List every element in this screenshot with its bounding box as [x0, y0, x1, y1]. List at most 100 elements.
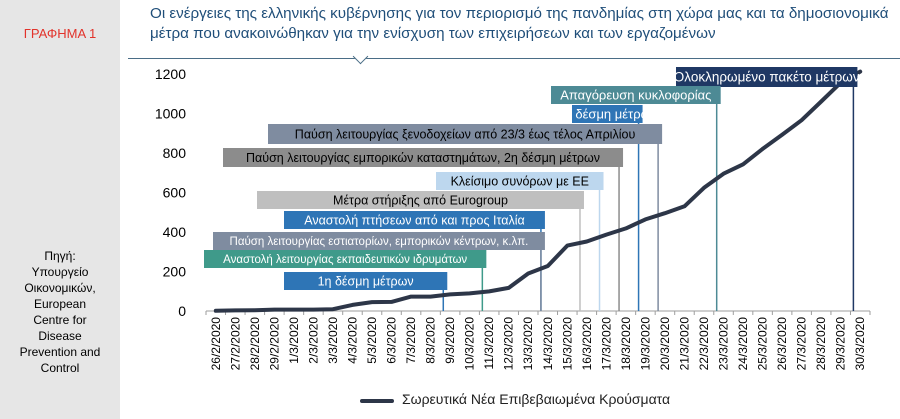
- x-tick-label: 15/3/2020: [560, 317, 574, 371]
- data-point: [311, 308, 316, 312]
- data-point: [780, 133, 784, 137]
- annotation-box: [436, 172, 604, 190]
- x-tick-label: 11/3/2020: [482, 317, 496, 370]
- data-point: [233, 308, 237, 313]
- data-point: [487, 289, 491, 294]
- data-point: [585, 239, 589, 244]
- data-point: [272, 308, 276, 312]
- title-box: Οι ενέργειες της ελληνικής κυβέρνησης γι…: [128, 0, 900, 65]
- annotation-box: [572, 105, 643, 123]
- data-point: [409, 294, 413, 299]
- annotation-box: [257, 191, 584, 209]
- data-point: [546, 264, 550, 268]
- legend-label: Σωρευτικά Νέα Επιβεβαιωμένα Κρούσματα: [402, 391, 671, 407]
- x-tick-label: 4/3/2020: [345, 317, 359, 364]
- data-point: [624, 226, 628, 231]
- annotation-label: Παύση λειτουργίας εστιατορίων, εμπορικών…: [230, 236, 529, 248]
- y-tick-label: 0: [178, 303, 186, 319]
- x-tick-label: 8/3/2020: [424, 317, 438, 364]
- x-tick-label: 12/3/2020: [502, 317, 516, 371]
- x-tick-label: 6/3/2020: [385, 317, 399, 364]
- y-tick-label: 400: [163, 224, 187, 240]
- data-point: [682, 204, 687, 208]
- source-note: Πηγή: Υπουργείο Οικονομικών, European Ce…: [19, 249, 101, 375]
- x-tick-label: 18/3/2020: [619, 317, 633, 371]
- x-tick-label: 9/3/2020: [443, 317, 457, 364]
- annotation-label: 3η δέσμη μέτρων: [557, 107, 657, 122]
- annotation-label: Ολοκληρωμένο πακέτο μέτρων: [674, 70, 860, 85]
- data-point: [253, 308, 257, 312]
- annotation-label: Απαγόρευση κυκλοφορίας: [560, 88, 711, 103]
- x-tick-label: 25/3/2020: [756, 317, 770, 371]
- legend-line-swatch: [360, 399, 394, 403]
- x-tick-label: 5/3/2020: [365, 317, 379, 364]
- y-tick-label: 800: [163, 145, 187, 161]
- x-tick-label: 16/3/2020: [580, 317, 594, 371]
- data-point: [721, 172, 726, 176]
- series-line-cumulative-cases: [213, 69, 863, 313]
- x-tick-label: 27/3/2020: [795, 317, 809, 371]
- data-point: [643, 217, 648, 221]
- x-tick-label: 10/3/2020: [463, 317, 477, 371]
- y-tick-label: 600: [163, 185, 187, 201]
- annotation-box: [676, 67, 858, 87]
- y-tick-label: 1200: [155, 66, 186, 82]
- x-tick-label: 28/3/2020: [814, 317, 828, 371]
- data-point: [526, 271, 530, 276]
- annotation-label: Μέτρα στήριξης από Eurogroup: [333, 193, 508, 207]
- annotation-label: Παύση λειτουργίας ξενοδοχείων από 23/3 έ…: [295, 127, 636, 141]
- annotation-box: [204, 250, 487, 268]
- x-tick-label: 29/2/2020: [267, 317, 281, 371]
- x-tick-label: 29/3/2020: [834, 317, 848, 371]
- data-point: [331, 307, 335, 311]
- x-tick-label: 30/3/2020: [853, 317, 867, 371]
- x-tick-label: 19/3/2020: [638, 317, 652, 371]
- data-point: [604, 232, 608, 237]
- chart-title: Οι ενέργειες της ελληνικής κυβέρνησης γι…: [150, 5, 889, 42]
- x-tick-label: 27/2/2020: [228, 317, 242, 371]
- x-tick-label: 14/3/2020: [541, 317, 555, 371]
- data-point: [741, 162, 745, 166]
- annotation-label: Αναστολή λειτουργίας εκπαιδευτικών ιδρυμ…: [223, 254, 467, 266]
- line-chart: 0 200 400 600 800 1000 1200 26/2/2020 27/2/2020 2…: [155, 66, 871, 371]
- x-tick-label: 7/3/2020: [404, 317, 418, 364]
- data-point: [428, 294, 433, 299]
- annotation-label: Κλείσιμο συνόρων με ΕΕ: [451, 174, 589, 188]
- annotation-label: Αναστολή πτήσεων από και προς Ιταλία: [304, 213, 524, 227]
- figure-label: ΓΡΑΦΗΜΑ 1: [23, 26, 97, 41]
- x-tick-label: 3/3/2020: [326, 317, 340, 364]
- annotation-box: [223, 148, 624, 167]
- data-point: [389, 300, 394, 304]
- y-tick-label: 200: [163, 264, 187, 280]
- annotation-box: [268, 124, 663, 144]
- data-point: [819, 99, 823, 104]
- data-point: [760, 147, 765, 151]
- x-tick-label: 26/2/2020: [209, 317, 223, 371]
- data-point: [468, 291, 472, 296]
- x-tick-label: 28/2/2020: [248, 317, 262, 371]
- data-point: [448, 292, 452, 297]
- annotation-label: Παύση λειτουργίας εμπορικών καταστημάτων…: [246, 151, 600, 165]
- x-tick-label: 17/3/2020: [599, 317, 613, 371]
- x-tick-label: 23/3/2020: [717, 317, 731, 371]
- x-tick-label: 26/3/2020: [775, 317, 789, 371]
- data-point: [858, 70, 862, 74]
- data-point: [507, 286, 511, 290]
- data-point: [565, 244, 569, 248]
- annotation-box: [551, 86, 721, 104]
- data-point: [350, 303, 355, 307]
- x-tick-label: 2/3/2020: [306, 317, 320, 364]
- data-point: [370, 300, 374, 304]
- x-tick-label: 24/3/2020: [736, 317, 750, 371]
- annotation-box: [213, 232, 545, 250]
- x-tick-label: 1/3/2020: [287, 317, 301, 364]
- x-tick-label: 20/3/2020: [658, 317, 672, 371]
- data-point: [702, 186, 706, 190]
- x-tick-label: 21/3/2020: [677, 317, 691, 371]
- data-point: [214, 309, 218, 313]
- y-tick-label: 1000: [155, 106, 186, 122]
- annotation-label: 1η δέσμη μέτρων: [318, 274, 414, 288]
- sidebar-panel: ΓΡΑΦΗΜΑ 1 Πηγή: Υπουργείο Οικονομικών, E…: [0, 0, 120, 419]
- annotation-box: [284, 272, 448, 290]
- x-tick-label: 22/3/2020: [697, 317, 711, 371]
